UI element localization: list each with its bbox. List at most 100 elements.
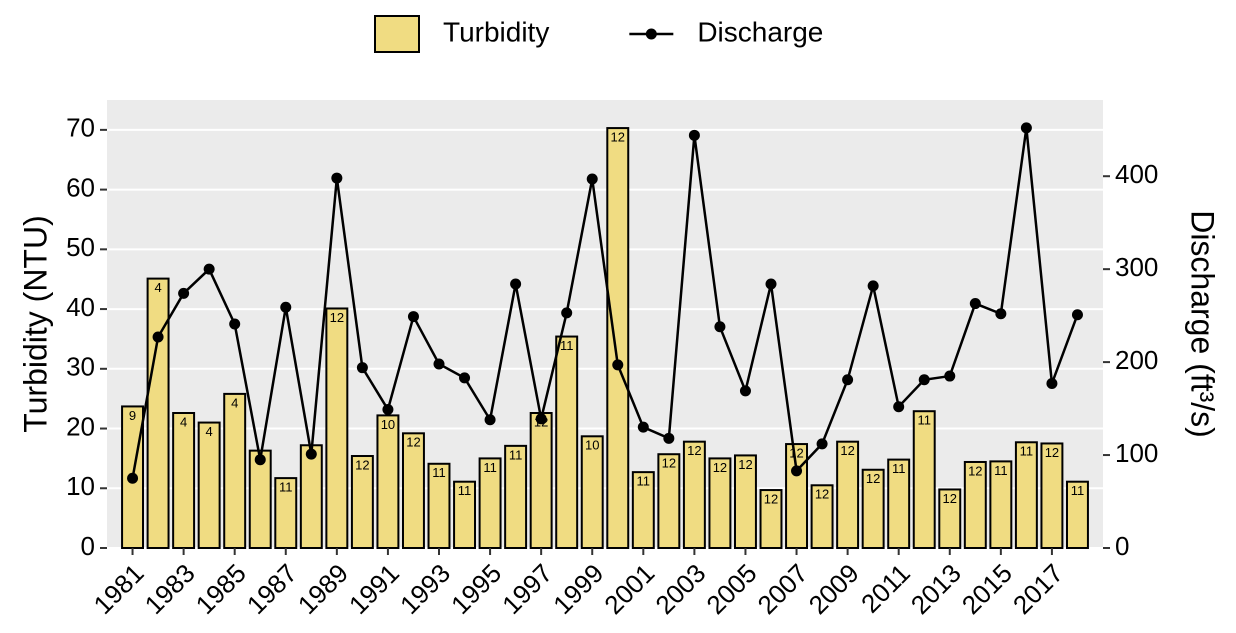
bar [197, 421, 221, 549]
sample-count-label: 11 [892, 461, 906, 476]
marks: 9 4 4 4 4 11 12 12 10 12 11 11 11 11 12 11 10 12 11 12 12 12 1… [121, 122, 1089, 550]
x-tick-label: 1983 [139, 558, 201, 620]
sample-count-label: 4 [154, 280, 161, 295]
point [893, 401, 905, 413]
point [612, 359, 624, 371]
point [586, 173, 598, 185]
x-tick-label: 2017 [1007, 558, 1069, 620]
point [382, 404, 394, 416]
bar [555, 335, 579, 549]
sample-count-label: 12 [687, 443, 701, 458]
sample-count-label: 12 [611, 130, 625, 145]
sample-count-label: 10 [381, 417, 395, 432]
y-tick-label: 60 [66, 172, 95, 202]
bar [172, 412, 196, 549]
legend-swatch [374, 15, 420, 53]
x-tick-label: 1987 [241, 558, 303, 620]
legend-swatch-point [645, 28, 657, 40]
sample-count-label: 11 [560, 338, 574, 353]
bar [708, 457, 732, 549]
line [131, 127, 1079, 479]
x-tick-label: 2015 [956, 558, 1018, 620]
bar [759, 489, 783, 549]
sample-count-label: 11 [994, 463, 1008, 478]
x-tick-label: 1985 [190, 558, 252, 620]
bar [861, 468, 885, 549]
bar [810, 484, 834, 549]
bar [1014, 441, 1038, 549]
point [459, 372, 471, 384]
x-tick-label: 1991 [343, 558, 405, 620]
x-tick-label: 2011 [855, 558, 916, 619]
point [510, 278, 522, 290]
y-tick-label: 40 [66, 292, 95, 322]
y-tick-label: 0 [81, 531, 95, 561]
sample-count-label: 12 [662, 456, 676, 471]
sample-count-label: 11 [1020, 444, 1034, 459]
point [356, 362, 368, 374]
sample-count-label: 12 [738, 457, 752, 472]
sample-count-label: 11 [432, 465, 446, 480]
point [254, 454, 266, 466]
axes: 0 10 20 30 40 50 60 70 0 100 200 300 400 198119831985… [66, 113, 1158, 620]
x-tick-label: 2007 [752, 558, 814, 620]
point [229, 318, 241, 330]
x-tick-label: 1999 [547, 558, 609, 620]
point [535, 413, 547, 425]
point [1020, 122, 1032, 134]
x-tick-label: 1995 [445, 558, 507, 620]
x-tick-label: 1981 [88, 558, 150, 620]
bar [146, 277, 170, 549]
point [765, 278, 777, 290]
point [433, 358, 445, 370]
sample-count-label: 12 [815, 487, 829, 502]
sample-count-label: 4 [180, 414, 187, 429]
point [331, 172, 343, 184]
bar [657, 453, 681, 549]
point [739, 385, 751, 397]
y2-tick-label: 100 [1115, 438, 1158, 468]
sample-count-label: 12 [330, 310, 344, 325]
y2-tick-label: 300 [1115, 252, 1158, 282]
point [867, 280, 879, 292]
bar [299, 444, 323, 549]
sample-count-label: 12 [866, 471, 880, 486]
sample-count-label: 12 [764, 491, 778, 506]
x-tick-label: 2009 [803, 558, 865, 620]
sample-count-label: 12 [943, 491, 957, 506]
sample-count-label: 9 [129, 408, 136, 423]
sample-count-label: 11 [483, 460, 497, 475]
bar [325, 307, 349, 549]
sample-count-label: 11 [637, 474, 651, 489]
y-tick-label: 30 [66, 352, 95, 382]
y-tick-label: 50 [66, 232, 95, 262]
point [127, 472, 139, 484]
sample-count-label: 10 [585, 438, 599, 453]
sample-count-label: 12 [406, 435, 420, 450]
x-tick-label: 1989 [292, 558, 354, 620]
point [816, 438, 828, 450]
y-tick-label: 20 [66, 411, 95, 441]
point [407, 311, 419, 323]
legend-label: Discharge [697, 16, 823, 47]
x-tick-label: 2005 [700, 558, 762, 620]
grid [107, 128, 1103, 549]
point [688, 129, 700, 141]
point [637, 421, 649, 433]
point [969, 298, 981, 310]
bar [963, 460, 987, 550]
legend-label: Turbidity [443, 16, 549, 47]
y-axis-label: Turbidity (NTU) [17, 215, 53, 432]
point [484, 414, 496, 426]
point [918, 374, 930, 386]
point [714, 321, 726, 333]
bar [606, 127, 630, 549]
bar [223, 392, 247, 549]
point [280, 301, 292, 313]
point [1046, 377, 1058, 389]
bar [580, 435, 604, 550]
point [944, 370, 956, 382]
sample-count-label: 12 [355, 457, 369, 472]
x-tick-label: 1993 [394, 558, 456, 620]
